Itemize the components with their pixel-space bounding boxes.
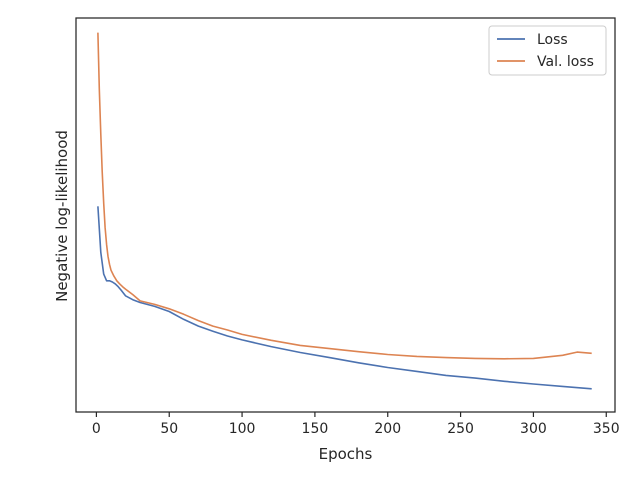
legend-label: Loss — [537, 32, 568, 48]
y-axis-label: Negative log-likelihood — [53, 130, 71, 302]
series-line-val-loss — [97, 32, 592, 360]
x-tick-label: 350 — [593, 421, 620, 437]
x-tick-label: 50 — [160, 421, 178, 437]
series-line-loss — [97, 206, 592, 390]
x-tick-label: 300 — [520, 421, 547, 437]
x-axis: 0 50 100 150 200 250 300 350 — [92, 412, 620, 437]
x-axis-label: Epochs — [319, 445, 373, 463]
x-tick-label: 150 — [302, 421, 329, 437]
legend-label: Val. loss — [537, 54, 594, 70]
x-tick-label: 200 — [374, 421, 401, 437]
x-tick-label: 0 — [92, 421, 101, 437]
plot-frame — [75, 17, 616, 413]
x-tick-label: 100 — [229, 421, 256, 437]
legend: Loss Val. loss — [488, 25, 607, 76]
x-tick-label: 250 — [447, 421, 474, 437]
plot-area — [75, 17, 616, 413]
